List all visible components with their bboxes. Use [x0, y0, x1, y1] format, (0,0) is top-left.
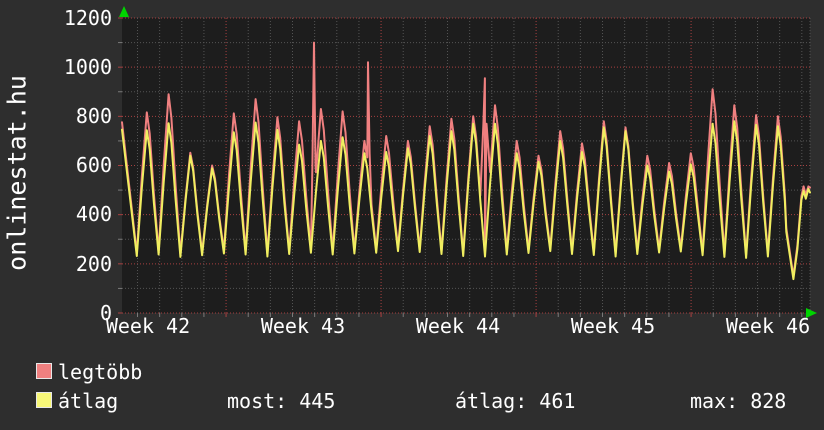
legend-label-atlag: átlag [58, 389, 119, 413]
x-axis-week-label: Week 44 [415, 314, 501, 338]
y-axis-tick-label: 800 [75, 104, 112, 128]
y-axis-tick-label: 1000 [63, 55, 112, 79]
stat-max: max: 828 [690, 389, 787, 413]
x-axis-week-label: Week 45 [570, 314, 656, 338]
y-axis-tick-label: 1200 [63, 6, 112, 30]
y-axis-tick-label: 600 [75, 153, 112, 177]
vertical-axis-title: onlinestat.hu [2, 75, 32, 271]
y-axis-tick-label: 0 [99, 301, 112, 325]
stat-most: most: 445 [227, 389, 336, 413]
x-axis-week-label: Week 43 [260, 314, 346, 338]
y-axis-arrow-icon [119, 6, 129, 17]
legend-label-legtobb: legtöbb [58, 360, 143, 384]
legend-swatch-legtobb [36, 363, 52, 379]
stat-atlag: átlag: 461 [455, 389, 576, 413]
x-axis-week-label: Week 46 [725, 314, 811, 338]
series-line-atlag [121, 120, 811, 281]
y-axis-tick-label: 400 [75, 202, 112, 226]
x-axis-week-label: Week 42 [105, 314, 191, 338]
legend-swatch-atlag [36, 392, 52, 408]
x-axis-arrow-icon [806, 308, 817, 318]
y-axis-tick-label: 200 [75, 252, 112, 276]
